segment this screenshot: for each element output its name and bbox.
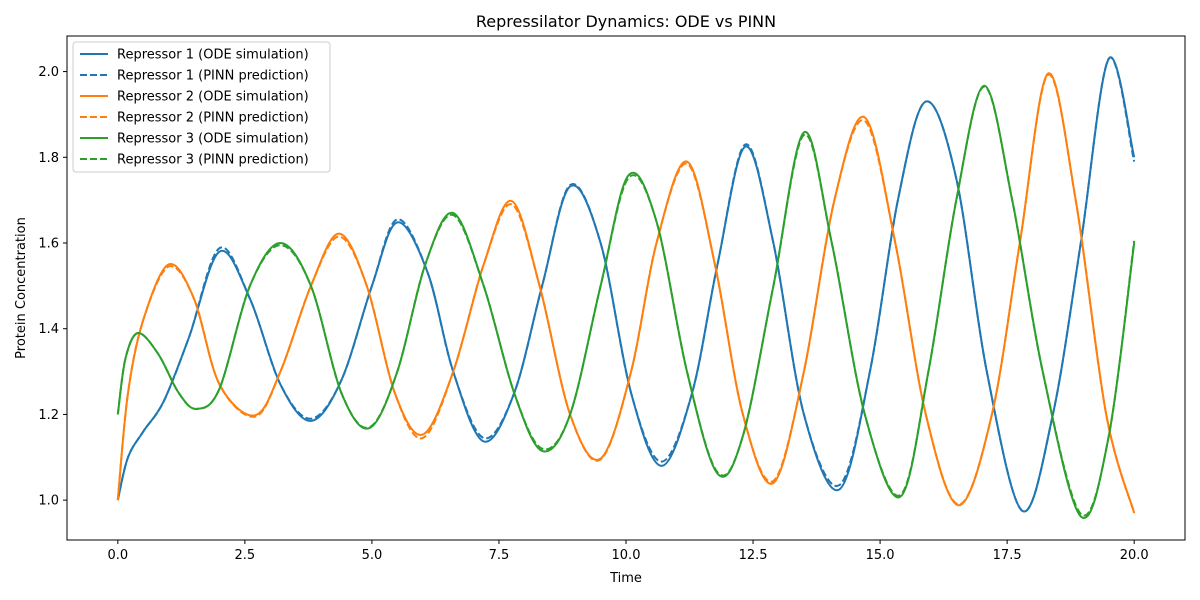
x-tick-label: 17.5 (993, 548, 1022, 563)
y-tick-label: 2.0 (38, 65, 59, 80)
x-tick-label: 10.0 (612, 548, 641, 563)
legend-label: Repressor 3 (PINN prediction) (117, 153, 309, 168)
y-tick-label: 1.4 (38, 322, 59, 337)
x-tick-label: 20.0 (1120, 548, 1149, 563)
y-tick-label: 1.0 (38, 494, 59, 509)
legend-label: Repressor 1 (ODE simulation) (117, 48, 309, 63)
y-axis-label: Protein Concentration (14, 217, 29, 359)
series-layer (116, 56, 1136, 519)
x-tick-label: 0.0 (107, 548, 128, 563)
legend-label: Repressor 2 (PINN prediction) (117, 111, 309, 126)
x-tick-label: 7.5 (489, 548, 510, 563)
x-tick-label: 5.0 (362, 548, 383, 563)
x-axis-label: Time (609, 571, 642, 586)
x-tick-label: 2.5 (235, 548, 256, 563)
y-tick-label: 1.6 (38, 237, 59, 252)
series-line-2 (116, 56, 1136, 513)
legend-label: Repressor 3 (ODE simulation) (117, 132, 309, 147)
x-tick-label: 12.5 (739, 548, 768, 563)
series-line-4 (116, 73, 1136, 514)
legend: Repressor 1 (ODE simulation) Repressor 1 … (72, 41, 331, 173)
y-tick-label: 1.2 (38, 408, 59, 423)
x-axis: 0.0 2.5 5.0 7.5 10.0 12.5 15.0 17.5 20.0 (107, 540, 1149, 563)
legend-box (72, 41, 331, 173)
y-axis: 1.0 1.2 1.4 1.6 1.8 2.0 (38, 65, 67, 509)
y-tick-label: 1.8 (38, 151, 59, 166)
chart-title: Repressilator Dynamics: ODE vs PINN (476, 12, 776, 31)
series-line-6 (116, 85, 1136, 517)
legend-label: Repressor 2 (ODE simulation) (117, 90, 309, 105)
legend-label: Repressor 1 (PINN prediction) (117, 69, 309, 84)
x-tick-label: 15.0 (866, 548, 895, 563)
